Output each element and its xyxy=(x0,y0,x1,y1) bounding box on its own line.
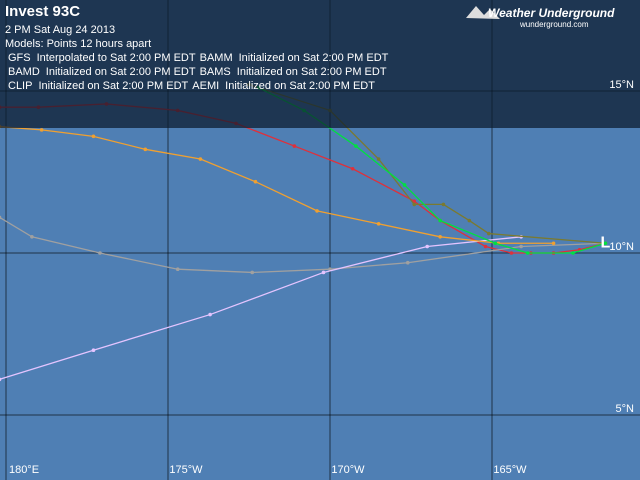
track-point xyxy=(253,179,258,184)
track-point xyxy=(98,251,102,255)
track xyxy=(0,236,522,380)
track-point xyxy=(405,260,410,265)
legend-note: Initialized on Sat 2:00 PM EDT xyxy=(237,66,387,78)
legend-model: BAMM xyxy=(200,52,233,64)
track-point xyxy=(551,241,556,246)
lat-label: 5°N xyxy=(616,403,635,415)
lat-label: 15°N xyxy=(609,79,634,91)
track-point xyxy=(39,128,44,132)
legend-note: Interpolated to Sat 2:00 PM EDT xyxy=(37,52,196,64)
track-point xyxy=(91,348,96,353)
track-point xyxy=(315,209,319,213)
track-point xyxy=(525,251,530,255)
logo-url: wunderground.com xyxy=(519,20,589,29)
track-point xyxy=(486,231,491,236)
track-point xyxy=(143,147,148,152)
legend-note: Initialized on Sat 2:00 PM EDT xyxy=(38,80,188,92)
lat-label: 10°N xyxy=(609,241,634,253)
track-point xyxy=(603,241,608,246)
track-point xyxy=(354,144,358,148)
lon-label: 165°W xyxy=(493,464,527,476)
title: Invest 93C xyxy=(5,3,80,20)
track-point xyxy=(350,166,355,171)
track-point xyxy=(425,244,430,249)
track-point xyxy=(483,244,488,249)
logo-icon xyxy=(466,6,500,19)
track-point xyxy=(376,222,381,226)
date: 2 PM Sat Aug 24 2013 xyxy=(5,24,115,36)
track-point xyxy=(321,270,326,275)
track-point xyxy=(412,199,417,203)
logo: Weather Underground wunderground.com xyxy=(466,6,615,29)
legend-model: BAMD xyxy=(8,66,40,78)
track-point xyxy=(292,144,297,148)
track-point xyxy=(175,267,180,272)
track-point xyxy=(0,377,2,382)
legend-model: AEMI xyxy=(192,80,219,92)
legend-note: Initialized on Sat 2:00 PM EDT xyxy=(46,66,196,78)
track-point xyxy=(438,235,442,239)
track-point xyxy=(250,270,255,275)
legend-note: Initialized on Sat 2:00 PM EDT xyxy=(239,52,389,64)
track-point xyxy=(571,251,575,255)
legend-note: Initialized on Sat 2:00 PM EDT xyxy=(225,80,375,92)
track-point xyxy=(412,202,417,207)
track-point xyxy=(493,241,498,246)
legend-model: BAMS xyxy=(200,66,231,78)
lon-label: 170°W xyxy=(331,464,365,476)
track-point xyxy=(509,251,514,255)
track-point xyxy=(467,218,472,223)
logo-name: Weather Underground xyxy=(488,6,615,20)
track-point xyxy=(0,215,2,220)
track-point xyxy=(91,134,96,139)
header-band xyxy=(0,0,640,128)
storm-symbol: L xyxy=(601,234,611,251)
track-point xyxy=(30,235,34,239)
models-note: Models: Points 12 hours apart xyxy=(5,38,151,50)
track-point xyxy=(438,218,442,223)
track-point xyxy=(376,157,381,161)
track-point xyxy=(198,157,203,161)
track-point xyxy=(208,312,212,317)
track-point xyxy=(441,202,446,207)
track-point xyxy=(402,183,407,187)
legend-model: CLIP xyxy=(8,80,32,92)
track-point xyxy=(519,244,523,249)
lon-label: 175°W xyxy=(169,464,203,476)
legend-model: GFS xyxy=(8,52,31,64)
lon-label: 180°E xyxy=(9,464,39,476)
